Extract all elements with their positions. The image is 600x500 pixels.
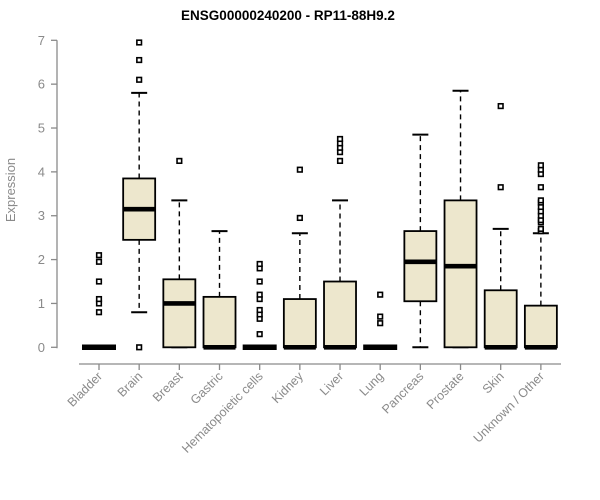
outlier-point [336,157,344,165]
x-category-label: Liver [317,369,346,398]
box-lung [363,291,398,351]
y-tick-label: 7 [38,33,45,48]
y-tick-label: 6 [38,77,45,92]
box-liver [323,135,357,350]
x-category-label: Gastric [188,369,226,407]
outlier-point [377,320,384,327]
box-hematopoietic-cells [242,260,277,351]
x-category-label: Skin [480,369,507,396]
chart-title: ENSG00000240200 - RP11-88H9.2 [181,8,395,23]
outlier-point [136,344,143,351]
y-tick-label: 4 [38,164,45,179]
box-bladder [82,252,116,351]
outlier-point [537,197,544,204]
x-category-label: Bladder [65,369,105,409]
outlier-point [95,252,103,259]
x-category-label: Unknown / Other [471,369,547,445]
y-axis-label: Expression [3,158,18,222]
y-tick-label: 5 [38,121,45,136]
outlier-point [95,258,103,265]
outlier-point [256,331,263,338]
y-tick-label: 0 [38,340,45,355]
y-tick-label: 2 [38,252,45,267]
outlier-point [256,291,263,298]
x-category-label: Lung [357,369,387,399]
outlier-point [336,135,344,143]
x-category-label: Kidney [269,369,306,406]
outlier-point [296,166,303,173]
outlier-point [377,313,384,320]
x-category-label: Pancreas [379,369,426,416]
box-brain [122,39,157,351]
outlier-point [176,157,183,165]
x-category-label: Brain [115,369,146,400]
box-gastric [202,230,237,350]
outlier-point [256,278,263,285]
outlier-point [136,76,143,83]
outlier-point [537,184,544,191]
outlier-point [296,214,303,222]
outlier-point [136,56,143,64]
outlier-point [497,102,504,110]
boxplot-series [82,39,558,351]
box-skin [483,102,518,350]
box-kidney [282,166,317,350]
outlier-point [537,162,544,169]
outlier-point [497,184,504,191]
y-tick-label: 3 [38,208,45,223]
outlier-point [256,306,263,314]
outlier-point [136,39,143,46]
y-tick-label: 1 [38,296,45,311]
outlier-point [537,225,544,232]
box-unknown-other [523,162,558,350]
x-category-label: Prostate [424,369,467,412]
outlier-point [377,291,384,298]
box-pancreas [403,133,438,349]
x-category-label: Breast [150,369,186,405]
outlier-point [95,278,103,285]
box-prostate [443,89,478,349]
outlier-point [95,309,103,316]
outlier-point [256,260,263,268]
box-breast [162,157,197,349]
y-axis: 0 1 2 3 4 5 6 7 [38,33,58,355]
outlier-point [95,295,103,303]
